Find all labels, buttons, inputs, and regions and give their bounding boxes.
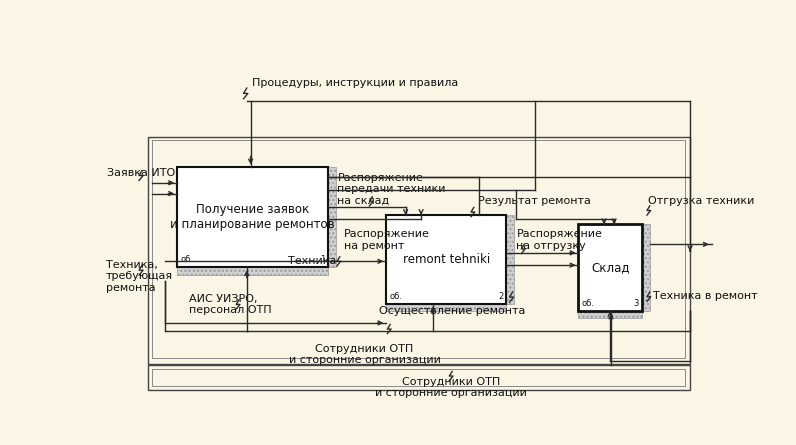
Text: Распоряжение
на отгрузку: Распоряжение на отгрузку bbox=[517, 229, 603, 251]
Text: об.: об. bbox=[389, 291, 402, 300]
Text: об.: об. bbox=[582, 299, 595, 307]
Text: Получение заявок
и планирование ремонтов: Получение заявок и планирование ремонтов bbox=[170, 203, 335, 231]
Text: Техника: Техника bbox=[287, 256, 336, 266]
Bar bbox=[386, 303, 506, 311]
Text: АИС УИЗРО,
персонал ОТП: АИС УИЗРО, персонал ОТП bbox=[189, 294, 271, 315]
Text: Техника в ремонт: Техника в ремонт bbox=[653, 291, 758, 301]
Bar bbox=[642, 224, 650, 311]
Text: Процедуры, инструкции и правила: Процедуры, инструкции и правила bbox=[252, 78, 458, 88]
Text: Сотрудники ОТП
и сторонние организации: Сотрудники ОТП и сторонние организации bbox=[376, 377, 527, 398]
Bar bbox=[506, 215, 514, 303]
Text: Склад: Склад bbox=[591, 261, 630, 274]
Text: Отгрузка техники: Отгрузка техники bbox=[648, 196, 755, 206]
Text: Заявка ИТО: Заявка ИТО bbox=[107, 168, 175, 178]
Bar bbox=[579, 311, 642, 318]
Bar bbox=[147, 137, 690, 364]
Bar bbox=[328, 167, 336, 267]
Bar bbox=[177, 167, 328, 267]
Bar bbox=[147, 365, 690, 390]
Text: Результат ремонта: Результат ремонта bbox=[478, 196, 591, 206]
Text: Распоряжение
передачи техники
на склад: Распоряжение передачи техники на склад bbox=[338, 173, 446, 206]
Text: Сотрудники ОТП
и сторонние организации: Сотрудники ОТП и сторонние организации bbox=[289, 344, 440, 365]
Bar bbox=[579, 224, 642, 311]
Text: 3: 3 bbox=[634, 299, 639, 307]
Bar bbox=[386, 215, 506, 303]
Text: Техника,
требующая
ремонта: Техника, требующая ремонта bbox=[106, 260, 173, 293]
Text: remont tehniki: remont tehniki bbox=[403, 253, 490, 266]
Text: 2: 2 bbox=[498, 291, 503, 300]
Bar bbox=[152, 141, 685, 358]
Text: 1: 1 bbox=[320, 255, 325, 264]
Bar bbox=[177, 267, 328, 275]
Text: Распоряжение
на ремонт: Распоряжение на ремонт bbox=[344, 229, 430, 251]
Text: об.: об. bbox=[180, 255, 193, 264]
Text: Осуществление ремонта: Осуществление ремонта bbox=[379, 306, 525, 316]
Bar bbox=[152, 369, 685, 386]
